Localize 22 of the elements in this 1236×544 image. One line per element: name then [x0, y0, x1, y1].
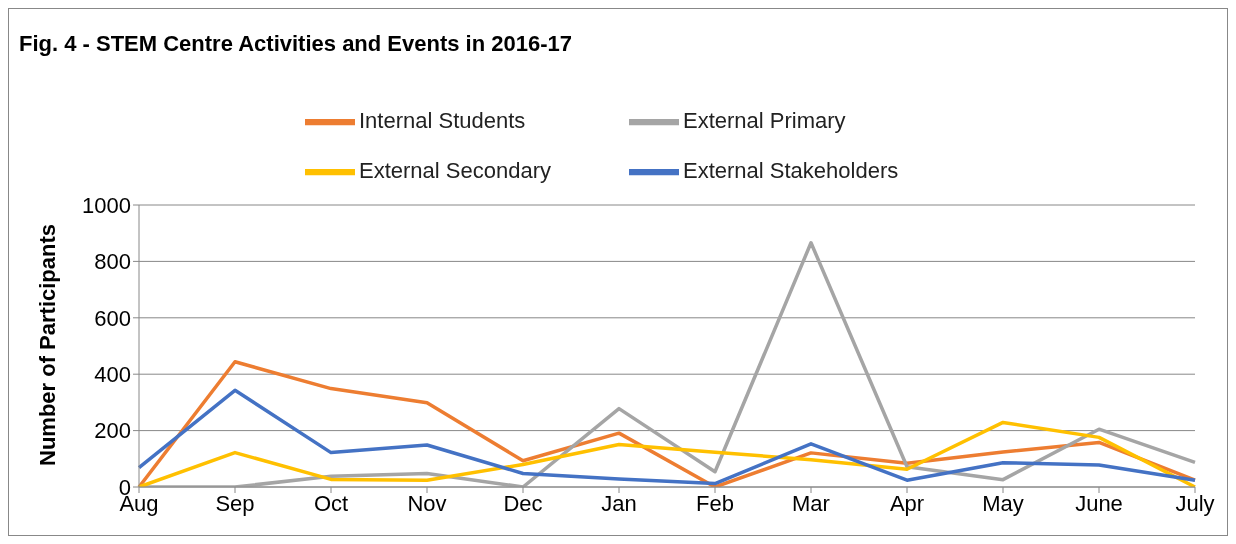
x-tick-label: Sep: [215, 490, 255, 516]
legend-label: External Stakeholders: [683, 157, 900, 183]
x-tick-label: Mar: [792, 490, 830, 516]
y-tick-label: 800: [94, 249, 131, 275]
legend-label: External Primary: [683, 107, 847, 133]
x-tick-label: Apr: [889, 490, 925, 516]
legend-label: External Secondary: [359, 157, 552, 183]
y-tick-label: 400: [94, 362, 131, 388]
x-tick-label: Feb: [696, 490, 734, 516]
x-tick-label: Nov: [407, 490, 447, 516]
x-tick-label: Jan: [601, 490, 637, 516]
x-tick-label: July: [1175, 490, 1215, 516]
y-tick-label: 1000: [82, 192, 131, 218]
x-tick-label: Oct: [313, 490, 349, 516]
legend-label: Internal Students: [359, 107, 527, 133]
y-axis-title: Number of Participants: [34, 223, 60, 466]
x-tick-label: Dec: [503, 490, 543, 516]
x-tick-label: June: [1075, 490, 1123, 516]
y-tick-label: 200: [94, 418, 131, 444]
chart-title: Fig. 4 - STEM Centre Activities and Events in 2016-17: [19, 31, 573, 57]
y-tick-label: 600: [94, 305, 131, 331]
x-tick-label: May: [982, 490, 1024, 516]
